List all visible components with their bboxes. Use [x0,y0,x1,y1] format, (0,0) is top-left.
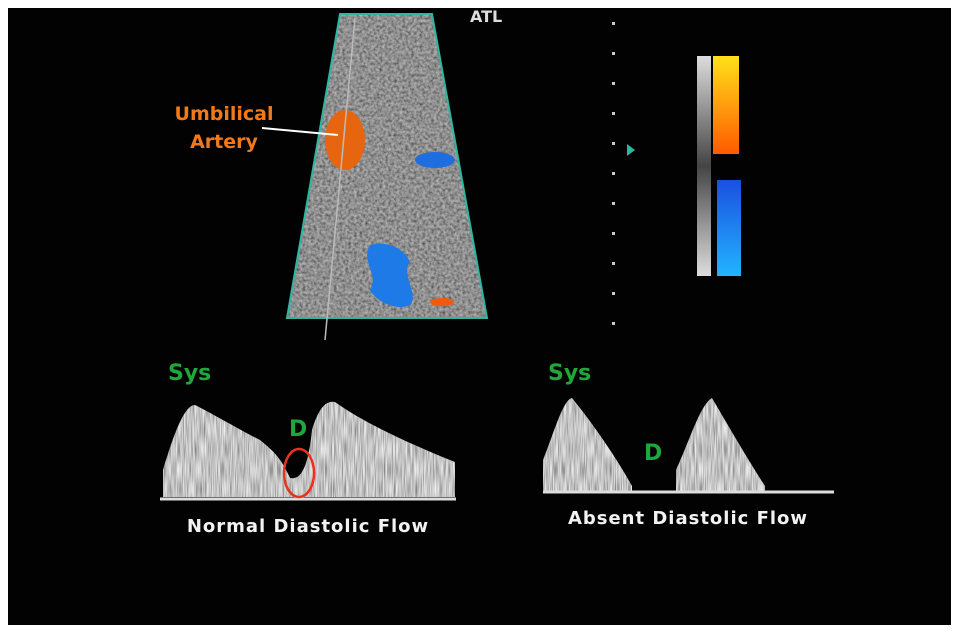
systole-label: Sys [168,361,211,386]
systole-label: Sys [548,361,591,386]
caption: Normal Diastolic Flow [187,516,429,537]
annotation: Umbilical [175,103,274,125]
caption: Absent Diastolic Flow [568,508,808,529]
ultrasound-screen: ATL Umbilical Artery Sys D Normal Diasto… [0,0,959,632]
diastole-label: D [644,441,662,466]
annotation: Artery [190,131,258,153]
diastole-label: D [289,417,307,442]
logo: ATL [470,7,502,26]
